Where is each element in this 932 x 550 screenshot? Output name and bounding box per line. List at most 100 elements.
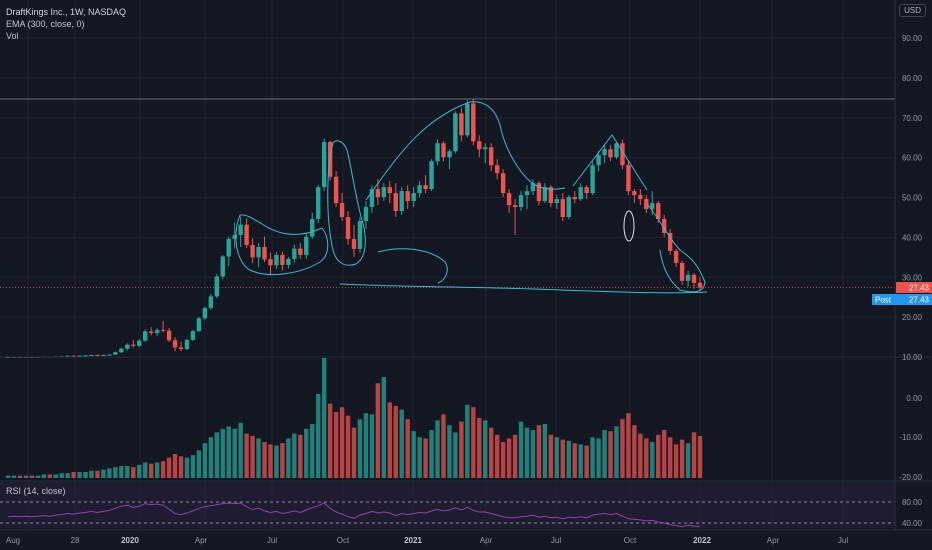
volume-bar bbox=[697, 436, 703, 478]
candle bbox=[220, 254, 225, 280]
user-drawings[interactable] bbox=[235, 101, 708, 294]
time-axis-label: Oct bbox=[337, 536, 350, 545]
post-tag: Post bbox=[875, 296, 892, 305]
volume-bar bbox=[363, 413, 369, 478]
candle bbox=[77, 355, 82, 357]
time-axis[interactable]: Aug 28 2020 Apr Jul Oct 2021 Apr Jul Oct 2022 Apr Ju… bbox=[6, 536, 848, 545]
candle bbox=[435, 139, 440, 166]
candle bbox=[292, 244, 297, 263]
volume-bar bbox=[411, 431, 416, 478]
volume-bar bbox=[656, 434, 661, 478]
volume-bar bbox=[160, 461, 166, 478]
rsi-band-fill bbox=[0, 482, 895, 528]
candle bbox=[190, 329, 196, 342]
volume-bar bbox=[494, 434, 500, 478]
candle bbox=[333, 171, 339, 208]
symbol-legend[interactable]: DraftKings Inc., 1W, NASDAQ bbox=[6, 6, 126, 18]
volume-bar bbox=[101, 469, 106, 478]
rsi-tick-label: 40.00 bbox=[902, 519, 923, 528]
volume-bar bbox=[292, 433, 297, 478]
candle bbox=[256, 242, 261, 267]
volume-bar bbox=[405, 419, 410, 478]
drawing-path bbox=[377, 248, 448, 284]
candle bbox=[65, 355, 70, 357]
candle bbox=[685, 270, 691, 287]
volume-bar bbox=[620, 419, 625, 478]
candle bbox=[125, 343, 130, 351]
volume-bar bbox=[77, 472, 82, 478]
candle bbox=[608, 145, 613, 162]
volume-bar bbox=[357, 419, 363, 478]
volume-bar bbox=[274, 445, 279, 478]
ema-legend[interactable]: EMA (300, close, 0) bbox=[6, 19, 85, 29]
volume-bar bbox=[244, 433, 249, 478]
volume-bar bbox=[548, 434, 554, 478]
candle bbox=[489, 143, 494, 172]
volume-bar bbox=[477, 418, 482, 478]
time-axis-label: Oct bbox=[624, 536, 637, 545]
volume-bar bbox=[190, 455, 196, 478]
volume-bar bbox=[71, 472, 76, 478]
volume-bar bbox=[387, 402, 392, 478]
volume-axis[interactable]: 0.00 -10.00 -20.00 bbox=[899, 394, 922, 482]
volume-bar bbox=[518, 421, 524, 478]
candle bbox=[369, 185, 375, 214]
candle bbox=[691, 272, 697, 289]
candle bbox=[614, 141, 619, 160]
volume-bar bbox=[471, 407, 476, 478]
candle bbox=[536, 181, 542, 206]
volume-bar bbox=[154, 462, 160, 478]
drawing-ellipse bbox=[623, 210, 635, 242]
volume-bar bbox=[89, 470, 94, 478]
candle bbox=[202, 306, 208, 321]
volume-bar bbox=[638, 433, 643, 478]
candle bbox=[506, 189, 512, 214]
candle bbox=[483, 143, 488, 164]
candle bbox=[304, 232, 309, 259]
candle bbox=[447, 149, 452, 170]
volume-bar bbox=[644, 438, 649, 478]
candle bbox=[107, 354, 112, 356]
volume-bar bbox=[489, 427, 494, 478]
candle bbox=[524, 185, 530, 210]
candle bbox=[351, 225, 357, 257]
candle bbox=[316, 184, 321, 224]
candle bbox=[214, 274, 219, 298]
drawing-path bbox=[365, 101, 566, 201]
candle bbox=[494, 159, 500, 180]
volume-legend[interactable]: Vol bbox=[6, 31, 19, 41]
candle bbox=[411, 187, 416, 208]
volume-bar bbox=[429, 430, 434, 478]
post-value: 27.43 bbox=[909, 296, 930, 305]
price-tick-label: 90.00 bbox=[902, 34, 923, 43]
candle bbox=[399, 187, 404, 216]
rsi-legend[interactable]: RSI (14, close) bbox=[6, 486, 66, 496]
volume-bar bbox=[65, 473, 70, 478]
volume-bar bbox=[590, 437, 595, 478]
candlestick-series bbox=[5, 99, 703, 358]
rsi-line bbox=[7, 502, 701, 528]
candle bbox=[339, 193, 345, 222]
price-tick-label: 30.00 bbox=[902, 273, 923, 282]
candle bbox=[184, 338, 190, 351]
volume-bar bbox=[417, 437, 422, 478]
price-tick-label: 80.00 bbox=[902, 74, 923, 83]
volume-bar bbox=[178, 456, 184, 478]
volume-bar bbox=[483, 420, 488, 478]
time-axis-label: 28 bbox=[71, 536, 80, 545]
candle bbox=[166, 327, 172, 342]
drawing-path bbox=[235, 214, 329, 276]
volume-bar bbox=[596, 438, 601, 478]
currency-button[interactable]: USD bbox=[899, 4, 926, 17]
candle bbox=[387, 181, 392, 204]
volume-bar bbox=[298, 434, 303, 478]
last-price-badge: 27.43 bbox=[896, 281, 932, 293]
price-axis[interactable]: 90.00 80.00 70.00 60.00 50.00 40.00 30.00 20.00… bbox=[902, 34, 923, 362]
rsi-axis[interactable]: 80.00 40.00 bbox=[902, 498, 923, 528]
volume-bar bbox=[113, 467, 118, 478]
volume-bar bbox=[369, 414, 375, 478]
volume-bar bbox=[262, 442, 267, 478]
volume-bar bbox=[345, 415, 351, 478]
price-tick-label: 50.00 bbox=[902, 194, 923, 203]
candle bbox=[363, 201, 369, 230]
